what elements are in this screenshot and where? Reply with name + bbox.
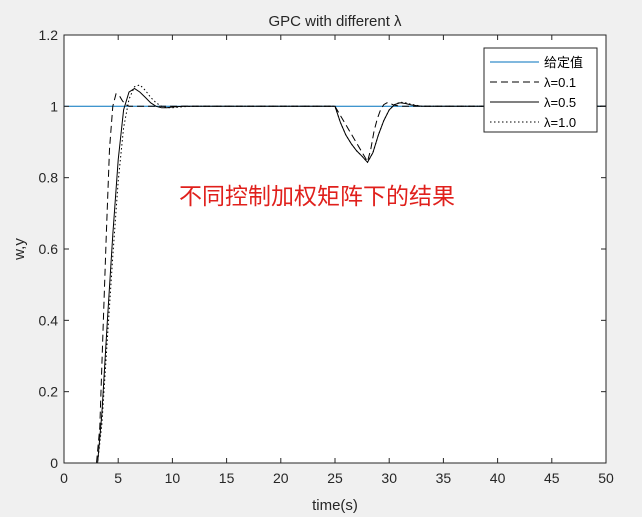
x-tick-label: 30 [381, 470, 397, 486]
y-axis-label: w,y [11, 238, 28, 261]
x-tick-label: 10 [165, 470, 181, 486]
x-tick-label: 5 [114, 470, 122, 486]
x-tick-label: 50 [598, 470, 614, 486]
y-tick-label: 0 [50, 455, 58, 471]
x-tick-label: 35 [436, 470, 452, 486]
series-layer [64, 84, 606, 464]
y-tick-label: 1.2 [39, 27, 59, 43]
y-tick-label: 0.6 [39, 241, 59, 257]
legend-label-2: λ=0.5 [544, 95, 576, 110]
y-tick-label: 0.2 [39, 384, 59, 400]
x-tick-label: 0 [60, 470, 68, 486]
y-tick-label: 0.8 [39, 170, 59, 186]
legend: 给定值 λ=0.1 λ=0.5 λ=1.0 [483, 47, 598, 133]
legend-label-3: λ=1.0 [544, 115, 576, 130]
x-tick-label: 20 [273, 470, 289, 486]
legend-label-1: λ=0.1 [544, 75, 576, 90]
legend-items: 给定值 λ=0.1 λ=0.5 λ=1.0 [490, 55, 583, 130]
legend-label-0: 给定值 [544, 55, 583, 70]
y-tick-label: 0.4 [39, 312, 59, 328]
x-tick-label: 45 [544, 470, 560, 486]
ticks-layer: 0 5 10 15 20 25 30 35 40 45 50 0 0.2 0.4 0.6 0.8 1 1.2 [39, 27, 614, 486]
x-tick-label: 15 [219, 470, 235, 486]
x-tick-label: 25 [327, 470, 343, 486]
x-axis-label: time(s) [312, 497, 358, 514]
series-line-3 [64, 84, 606, 464]
annotation-text: 不同控制加权矩阵下的结果 [179, 184, 455, 210]
x-tick-label: 40 [490, 470, 506, 486]
y-tick-label: 1 [50, 98, 58, 114]
chart-title: GPC with different λ [268, 13, 402, 30]
